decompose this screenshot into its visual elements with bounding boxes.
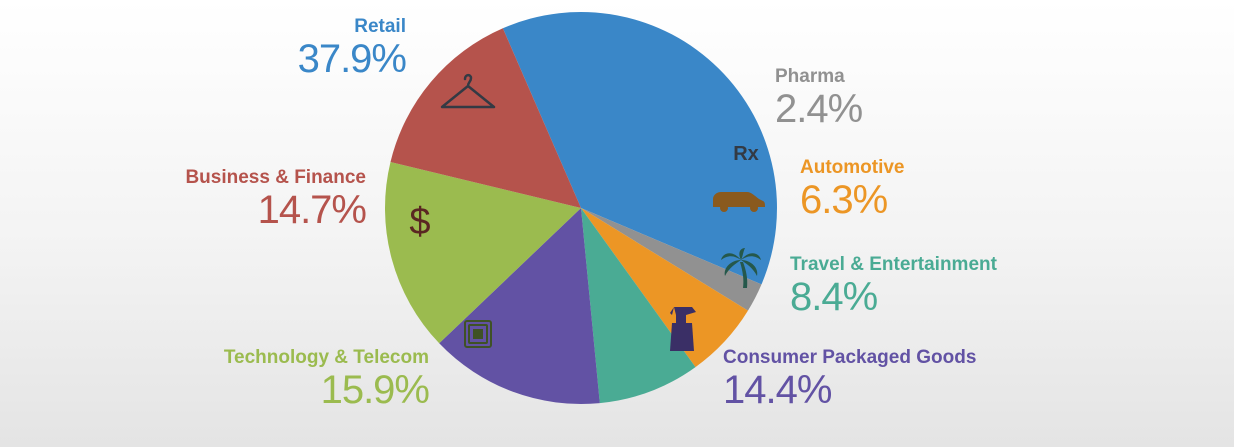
label-retail-name: Retail (354, 16, 406, 37)
label-retail: Retail 37.9% (297, 16, 407, 81)
pie-slice-technology-telecom (385, 161, 581, 344)
label-consumer-packaged-goods: Consumer Packaged Goods 14.4% (723, 347, 976, 411)
label-travel-name: Travel & Entertainment (790, 254, 997, 275)
van-icon (713, 192, 765, 212)
label-tech-value: 15.9% (320, 368, 430, 412)
label-automotive: Automotive 6.3% (800, 157, 905, 221)
label-pharma-name: Pharma (775, 66, 845, 87)
pie-slice-automotive (581, 208, 748, 368)
label-pharma-value: 2.4% (775, 87, 863, 131)
label-business-name: Business & Finance (185, 167, 366, 188)
pie-slice-retail (502, 12, 777, 285)
palm-tree-icon (721, 248, 761, 288)
spray-bottle-icon (670, 307, 696, 351)
dollar-icon: $ (409, 201, 430, 243)
hanger-icon (440, 73, 496, 109)
label-pharma: Pharma 2.4% (775, 66, 863, 131)
rx-icon: Rx (733, 143, 759, 165)
label-travel-entertainment: Travel & Entertainment 8.4% (790, 254, 997, 318)
pie-slice-business-finance (390, 28, 581, 209)
label-business-value: 14.7% (257, 188, 367, 232)
pie-icons: Rx $ (409, 73, 765, 351)
label-travel-value: 8.4% (790, 275, 878, 319)
label-automotive-value: 6.3% (800, 178, 888, 222)
pie-slices (385, 12, 777, 405)
pie-slice-pharma (581, 208, 762, 311)
label-tech-name: Technology & Telecom (223, 347, 429, 368)
label-retail-value: 37.9% (297, 37, 407, 81)
label-business-finance: Business & Finance 14.7% (185, 167, 367, 232)
label-cpg-name: Consumer Packaged Goods (723, 347, 977, 368)
pie-slice-travel-entertainment (581, 208, 696, 404)
pie-slice-consumer-packaged-goods (439, 208, 600, 405)
chip-icon (464, 320, 492, 348)
label-technology-telecom: Technology & Telecom 15.9% (223, 347, 430, 412)
label-automotive-name: Automotive (800, 157, 905, 178)
label-cpg-value: 14.4% (723, 368, 832, 412)
